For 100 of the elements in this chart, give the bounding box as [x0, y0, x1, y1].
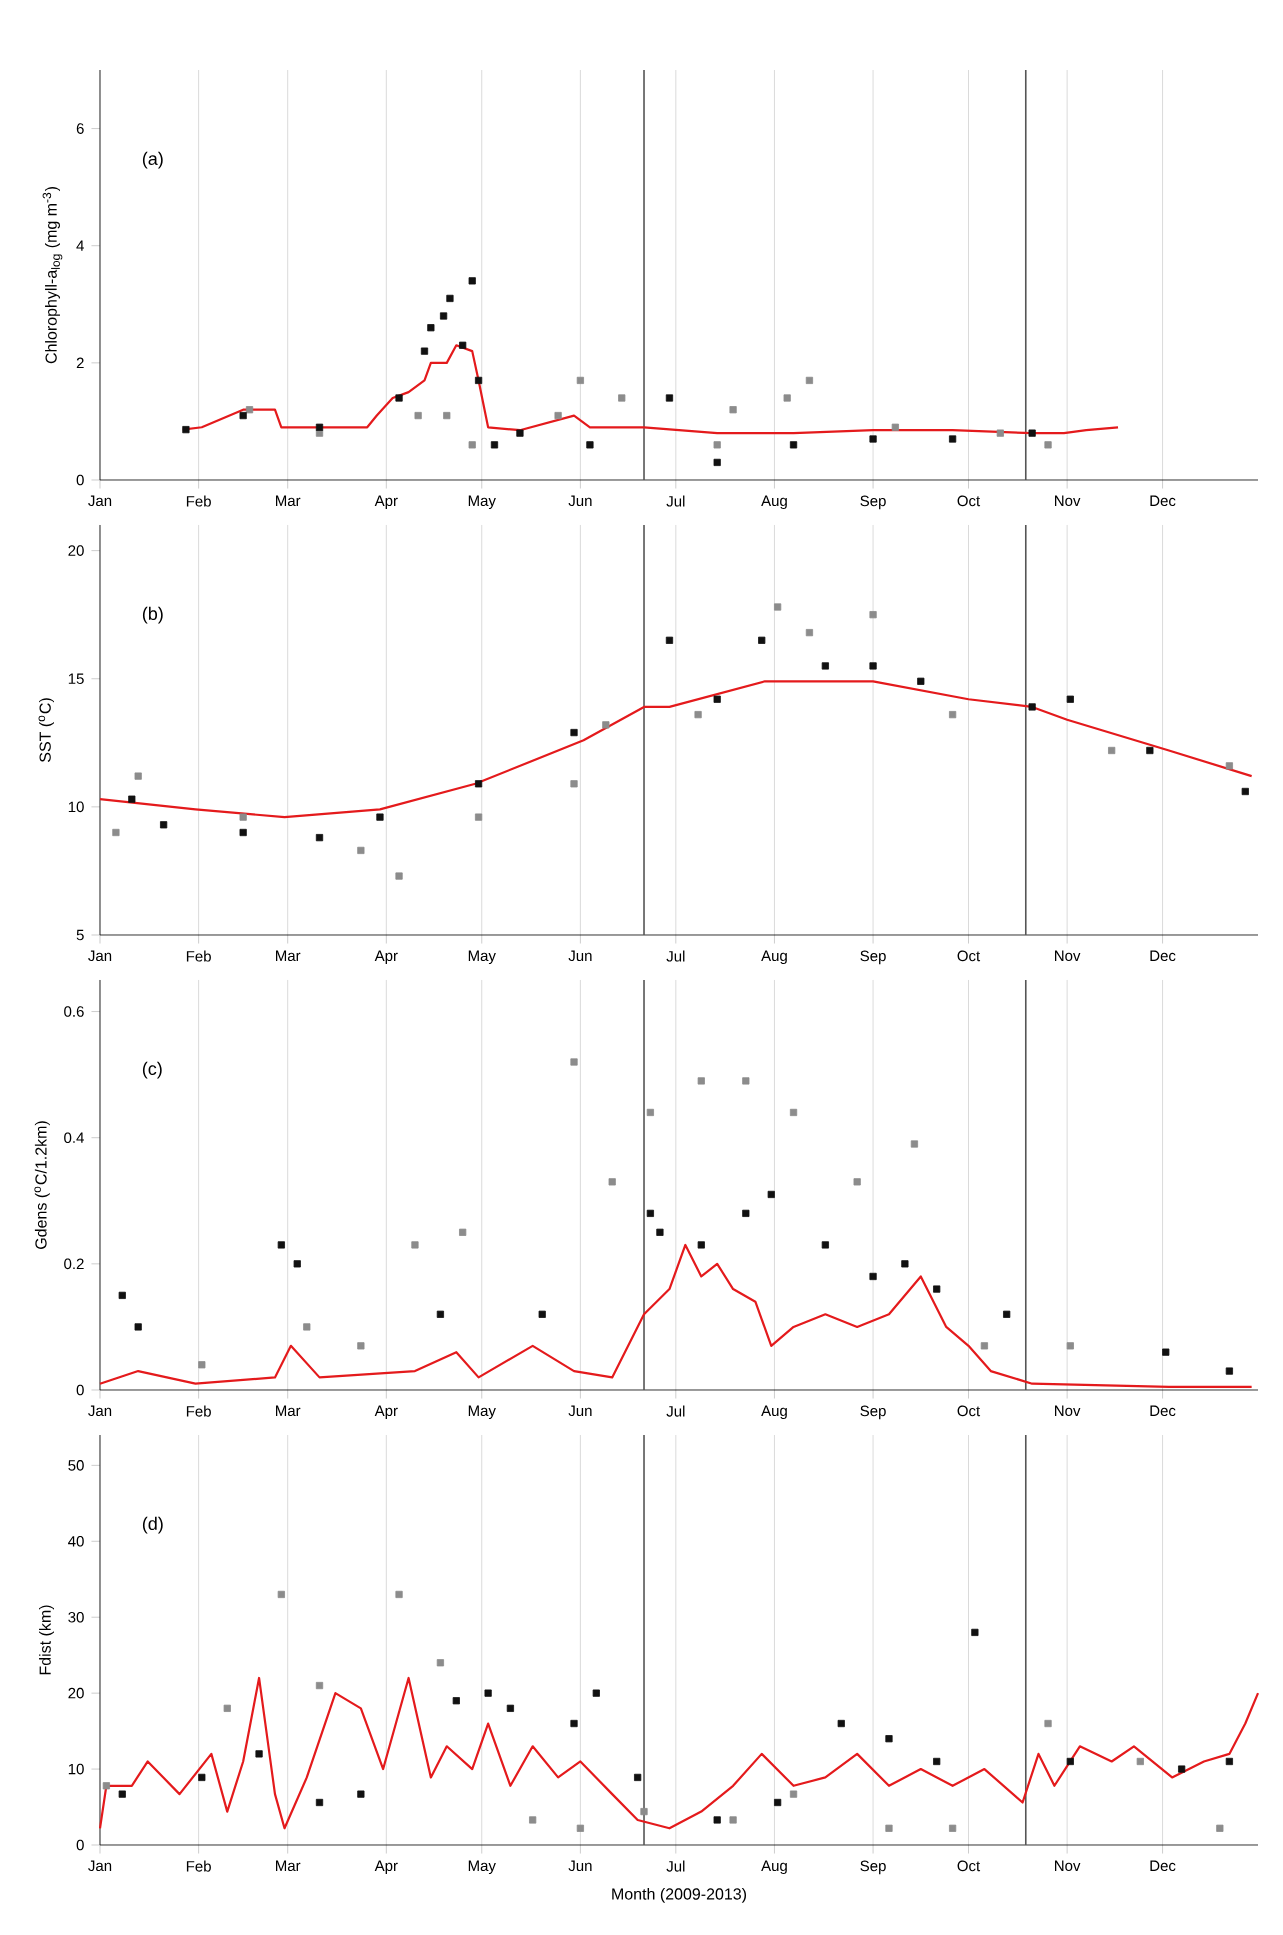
y-tick-label: 20 — [68, 1687, 84, 1699]
point — [656, 1228, 664, 1236]
point — [395, 394, 403, 402]
x-tick-label: Mar — [276, 495, 301, 507]
x-tick-label: Sep — [860, 1860, 886, 1875]
point — [1216, 1824, 1224, 1832]
x-tick-label: Oct — [957, 1405, 981, 1417]
x-tick-label: Dec — [1150, 1405, 1176, 1417]
point — [1225, 1367, 1233, 1375]
x-tick-label: Jul — [666, 1860, 685, 1872]
point — [891, 423, 899, 431]
point — [618, 394, 626, 402]
x-tick-label: Nov — [1055, 1405, 1081, 1417]
point — [427, 324, 435, 332]
point — [1136, 1757, 1144, 1766]
point — [459, 1228, 467, 1236]
point — [1044, 441, 1052, 449]
point — [414, 411, 422, 420]
x-tick-label: Dec — [1150, 1860, 1176, 1872]
x-tick-label: May — [468, 1405, 496, 1420]
x-tick-label: Feb — [186, 950, 211, 962]
point — [411, 1241, 419, 1249]
x-tick-label: Dec — [1150, 950, 1176, 962]
point — [576, 1824, 584, 1832]
point — [592, 1689, 600, 1697]
y-tick-label: 15 — [68, 673, 84, 684]
point — [1028, 703, 1036, 711]
x-tick-label: Mar — [276, 1405, 301, 1417]
point — [996, 429, 1004, 437]
point — [885, 1735, 893, 1743]
point — [315, 423, 324, 431]
y-tick-label: 2 — [76, 357, 84, 369]
point — [452, 1697, 460, 1705]
point — [474, 813, 483, 821]
point — [933, 1757, 941, 1766]
point — [570, 780, 578, 788]
annotation: (b) — [142, 606, 163, 624]
point — [459, 341, 467, 349]
y-tick-label: 40 — [68, 1535, 84, 1547]
point — [1241, 787, 1249, 796]
point — [665, 636, 674, 644]
x-tick-label: Aug — [761, 1860, 787, 1875]
annotation: (a) — [142, 151, 163, 169]
point — [640, 1807, 648, 1816]
point — [634, 1773, 642, 1782]
point — [1108, 746, 1116, 755]
y-tick-label: 0 — [76, 474, 84, 486]
point — [869, 435, 877, 443]
point — [767, 1190, 775, 1199]
point — [1225, 762, 1233, 770]
y-tick-label: 0.2 — [64, 1258, 84, 1270]
point — [742, 1209, 750, 1217]
point — [789, 441, 798, 449]
point — [538, 1310, 546, 1318]
x-tick-label: Apr — [374, 1405, 398, 1420]
x-tick-label: Jan — [88, 1405, 112, 1417]
point — [1028, 429, 1036, 437]
x-tick-label: May — [468, 495, 496, 510]
point — [885, 1824, 893, 1832]
point — [1003, 1310, 1011, 1318]
point — [917, 677, 925, 685]
point — [602, 721, 610, 729]
point — [446, 294, 454, 303]
x-tick-label: Jun — [568, 1860, 592, 1872]
point — [490, 441, 499, 449]
point — [789, 1108, 798, 1117]
point — [949, 435, 957, 443]
point — [586, 441, 594, 449]
point — [646, 1209, 654, 1217]
point — [576, 376, 584, 385]
point — [1146, 746, 1154, 755]
point — [742, 1077, 750, 1085]
point — [869, 1272, 877, 1281]
x-tick-label: Nov — [1055, 950, 1081, 962]
point — [570, 1719, 578, 1728]
x-tick-label: Aug — [761, 950, 787, 965]
point — [837, 1719, 845, 1728]
point — [1066, 1757, 1074, 1766]
x-tick-label: Oct — [957, 950, 981, 962]
point — [1066, 1342, 1074, 1350]
point — [949, 1824, 957, 1832]
x-tick-label: May — [468, 950, 496, 965]
point — [474, 376, 483, 385]
x-tick-label: Jun — [568, 950, 592, 962]
point — [315, 1798, 324, 1807]
point — [694, 711, 702, 719]
x-tick-label: Jan — [88, 1860, 112, 1872]
annotation: (c) — [142, 1061, 162, 1079]
y-tick-label: 10 — [68, 801, 84, 813]
point — [315, 834, 324, 842]
point — [821, 1241, 829, 1249]
x-tick-label: Oct — [957, 1860, 981, 1872]
y-axis-title: SST ($^{o}$C) — [38, 698, 54, 762]
point — [357, 1342, 365, 1350]
point — [608, 1178, 616, 1186]
y-tick-label: 4 — [76, 240, 84, 251]
point — [1225, 1757, 1233, 1766]
point — [933, 1285, 941, 1293]
point — [713, 695, 721, 703]
point — [783, 394, 791, 402]
